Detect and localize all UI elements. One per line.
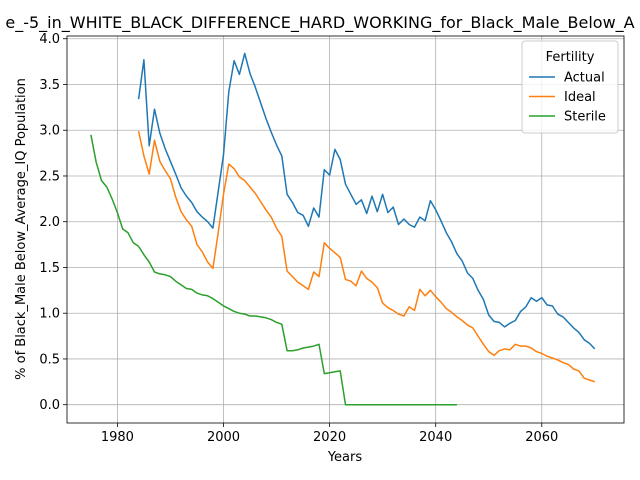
y-tick-label: 4.0 bbox=[39, 32, 60, 47]
legend: Fertility Actual Ideal Sterile bbox=[521, 40, 619, 134]
plot-frame bbox=[66, 35, 625, 424]
y-axis-label: % of Black_Male Below_Average_IQ Populat… bbox=[14, 78, 29, 380]
y-tick-label: 1.5 bbox=[39, 261, 60, 276]
y-tick-label: 0.0 bbox=[39, 398, 60, 413]
x-tick-label: 2000 bbox=[207, 430, 240, 445]
series-lines bbox=[90, 52, 596, 406]
series-line-ideal bbox=[137, 130, 596, 383]
chart-title: e_-5_in_WHITE_BLACK_DIFFERENCE_HARD_WORK… bbox=[5, 13, 634, 33]
series-line-sterile bbox=[90, 134, 457, 406]
axis-ticks: 1980 2000 2020 2040 2060 0.0 0.5 1.0 1.5 2.0 2.5 3.… bbox=[39, 32, 558, 445]
legend-label-actual: Actual bbox=[564, 71, 605, 86]
series-line-actual bbox=[137, 52, 596, 350]
x-tick-label: 2040 bbox=[419, 430, 452, 445]
x-tick-label: 1980 bbox=[101, 430, 134, 445]
legend-title: Fertility bbox=[546, 50, 595, 65]
legend-label-sterile: Sterile bbox=[564, 110, 606, 125]
x-tick-label: 2060 bbox=[525, 430, 558, 445]
x-axis-label: Years bbox=[327, 450, 363, 465]
y-tick-label: 1.0 bbox=[39, 307, 60, 322]
y-tick-label: 2.0 bbox=[39, 215, 60, 230]
y-tick-label: 3.0 bbox=[39, 124, 60, 139]
y-tick-label: 0.5 bbox=[39, 352, 60, 367]
legend-label-ideal: Ideal bbox=[564, 90, 596, 105]
y-tick-label: 3.5 bbox=[39, 78, 60, 93]
legend-box bbox=[521, 40, 619, 134]
x-tick-label: 2020 bbox=[313, 430, 346, 445]
y-tick-label: 2.5 bbox=[39, 169, 60, 184]
